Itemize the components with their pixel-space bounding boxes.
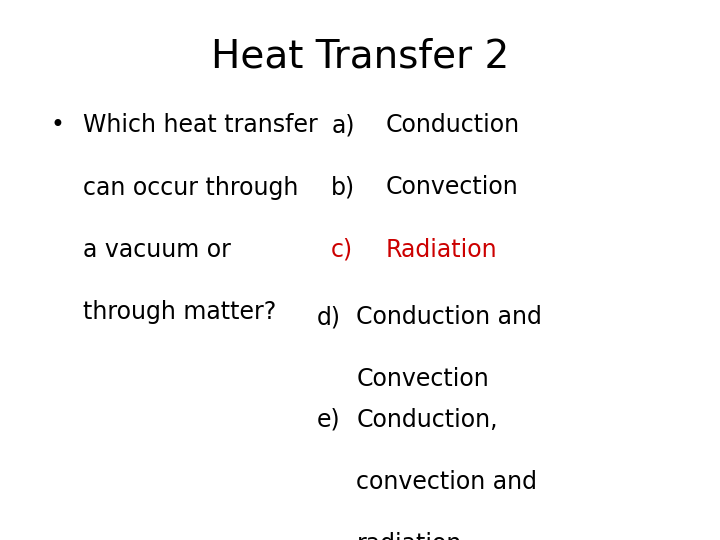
Text: a): a)	[331, 113, 355, 137]
Text: Which heat transfer: Which heat transfer	[83, 113, 318, 137]
Text: radiation: radiation	[356, 532, 462, 540]
Text: Conduction: Conduction	[385, 113, 519, 137]
Text: Radiation: Radiation	[385, 238, 497, 261]
Text: Conduction,: Conduction,	[356, 408, 498, 431]
Text: can occur through: can occur through	[83, 176, 298, 199]
Text: c): c)	[331, 238, 354, 261]
Text: a vacuum or: a vacuum or	[83, 238, 230, 261]
Text: •: •	[50, 113, 64, 137]
Text: Convection: Convection	[385, 176, 518, 199]
Text: Heat Transfer 2: Heat Transfer 2	[211, 38, 509, 76]
Text: Conduction and: Conduction and	[356, 305, 542, 329]
Text: e): e)	[317, 408, 341, 431]
Text: convection and: convection and	[356, 470, 537, 494]
Text: through matter?: through matter?	[83, 300, 276, 323]
Text: d): d)	[317, 305, 341, 329]
Text: b): b)	[331, 176, 356, 199]
Text: Convection: Convection	[356, 367, 489, 391]
